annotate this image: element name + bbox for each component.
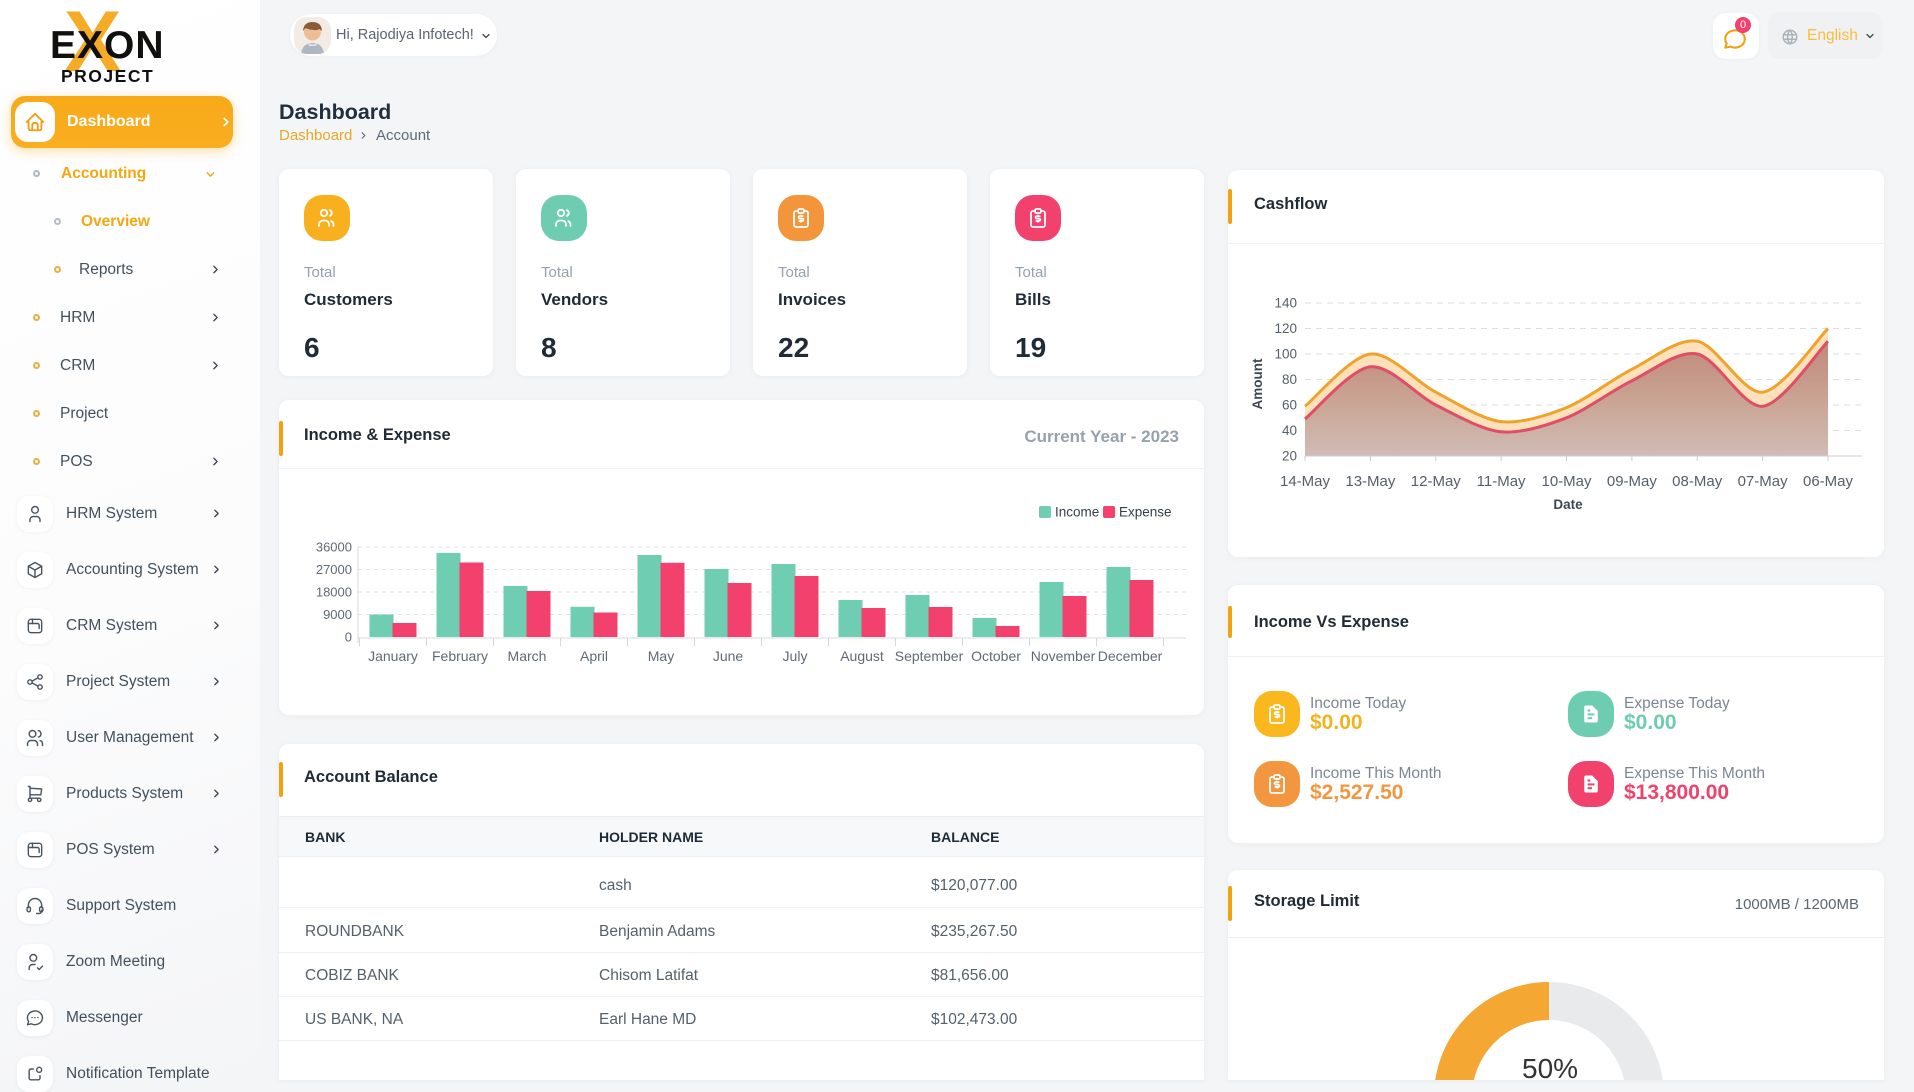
svg-text:36000: 36000 [316,540,352,555]
svg-text:06-May: 06-May [1803,473,1854,490]
svg-text:09-May: 09-May [1607,473,1658,490]
svg-text:10-May: 10-May [1541,473,1592,490]
svg-text:Expense: Expense [1119,505,1172,520]
svg-text:Income: Income [1055,505,1099,520]
svg-text:March: March [508,648,547,664]
svg-text:18000: 18000 [316,585,352,600]
svg-text:120: 120 [1274,321,1297,336]
svg-text:60: 60 [1282,398,1297,413]
svg-text:100: 100 [1274,347,1297,362]
svg-text:12-May: 12-May [1411,473,1462,490]
svg-text:20: 20 [1282,449,1297,464]
svg-text:June: June [713,648,744,664]
svg-text:11-May: 11-May [1477,473,1526,490]
svg-text:February: February [432,648,488,664]
svg-text:July: July [783,648,808,664]
svg-text:40: 40 [1282,423,1297,438]
svg-text:13-May: 13-May [1345,473,1396,490]
svg-text:November: November [1031,648,1096,664]
svg-text:Date: Date [1553,497,1583,512]
svg-text:May: May [648,648,674,664]
svg-text:14-May: 14-May [1280,473,1331,490]
svg-text:January: January [368,648,418,664]
svg-text:9000: 9000 [323,607,352,622]
svg-text:December: December [1098,648,1163,664]
svg-text:0: 0 [345,630,352,645]
svg-text:140: 140 [1274,296,1297,311]
svg-text:08-May: 08-May [1672,473,1723,490]
svg-text:Amount: Amount [1250,358,1265,409]
svg-text:October: October [971,648,1021,664]
svg-text:07-May: 07-May [1738,473,1789,490]
svg-text:80: 80 [1282,372,1297,387]
svg-text:September: September [895,648,964,664]
svg-text:27000: 27000 [316,562,352,577]
svg-text:April: April [580,648,608,664]
svg-text:August: August [840,648,884,664]
